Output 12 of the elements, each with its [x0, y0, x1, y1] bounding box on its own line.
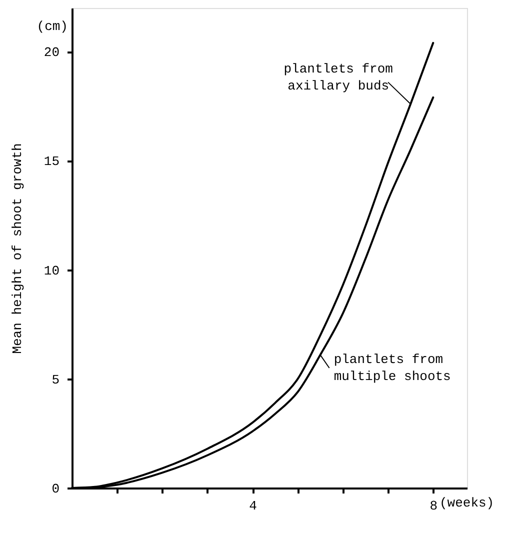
series-label: plantlets from axillary buds	[284, 62, 394, 94]
y-tick-label: 10	[44, 263, 60, 278]
y-tick-label: 0	[52, 482, 60, 496]
x-tick-label: 4	[249, 498, 258, 514]
x-axis-title: (weeks)	[440, 496, 494, 510]
y-axis-title: Mean height of shoot growth	[10, 143, 25, 354]
y-tick-label: 5	[52, 372, 60, 388]
legend-label: plantlets from multiple shoots	[334, 352, 451, 384]
y-tick-label: 15	[44, 154, 60, 170]
y-tick-label: 20	[44, 45, 60, 60]
x-tick-label: 8	[430, 498, 438, 514]
text: (cm)	[36, 19, 68, 34]
